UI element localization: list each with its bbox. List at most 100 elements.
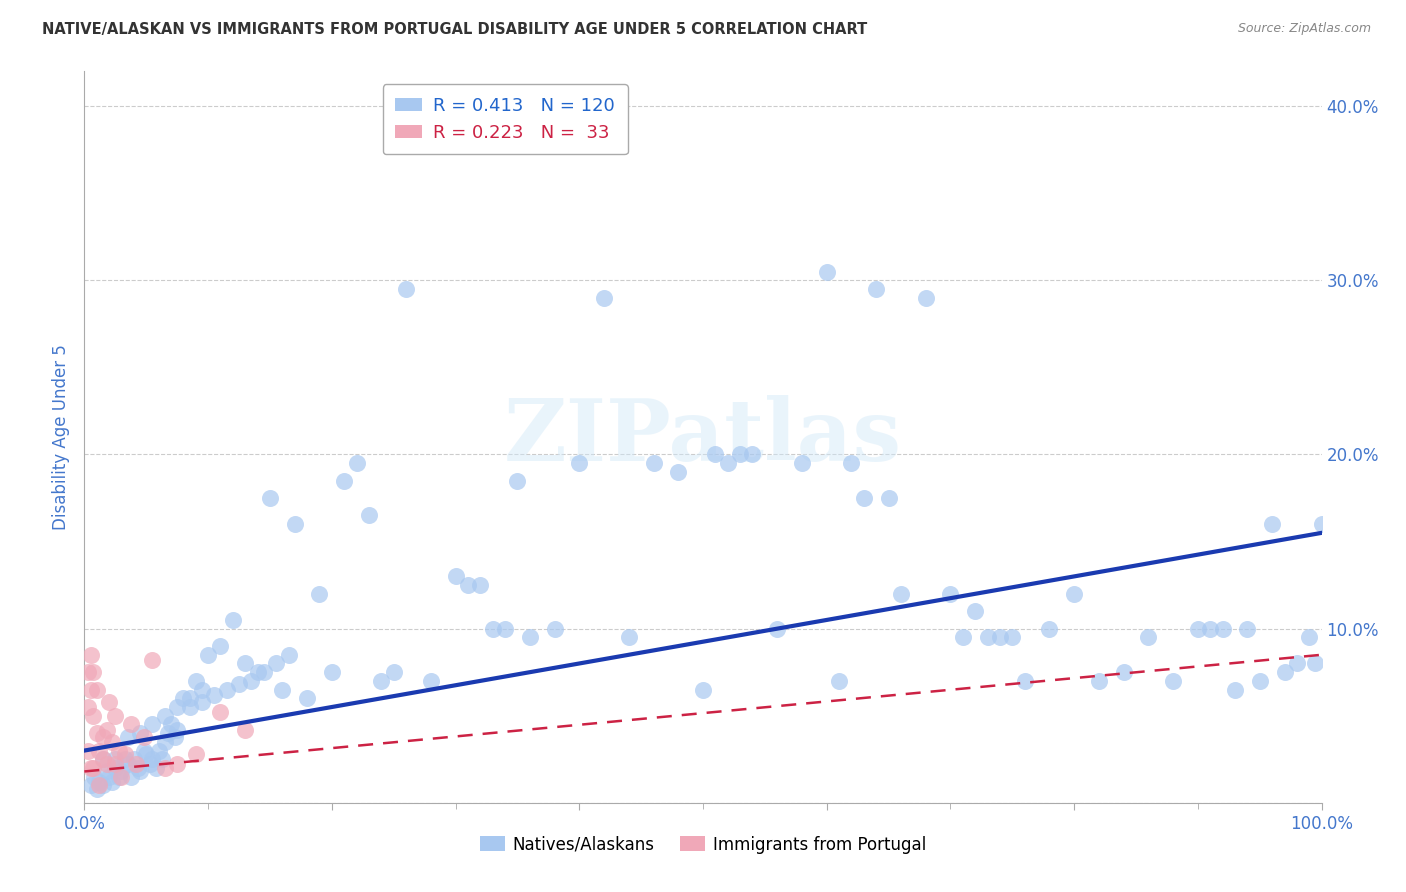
- Point: [127, 761, 149, 775]
- Point: [77, 665, 100, 680]
- Point: [321, 665, 343, 680]
- Point: [1137, 631, 1160, 645]
- Point: [357, 508, 380, 523]
- Point: [98, 695, 121, 709]
- Point: [145, 761, 167, 775]
- Point: [741, 448, 763, 462]
- Point: [82, 708, 104, 723]
- Point: [91, 752, 114, 766]
- Point: [419, 673, 441, 688]
- Point: [163, 730, 186, 744]
- Point: [382, 665, 405, 680]
- Point: [166, 700, 188, 714]
- Point: [1261, 517, 1284, 532]
- Point: [308, 587, 330, 601]
- Point: [976, 631, 998, 645]
- Point: [494, 622, 516, 636]
- Point: [86, 781, 108, 796]
- Point: [370, 673, 392, 688]
- Point: [117, 730, 139, 744]
- Point: [191, 682, 214, 697]
- Point: [1285, 657, 1308, 671]
- Point: [150, 752, 173, 766]
- Point: [852, 491, 875, 505]
- Point: [506, 474, 529, 488]
- Point: [481, 622, 503, 636]
- Point: [108, 770, 131, 784]
- Point: [91, 730, 114, 744]
- Point: [141, 653, 163, 667]
- Point: [766, 622, 789, 636]
- Point: [166, 723, 188, 737]
- Point: [153, 735, 176, 749]
- Point: [179, 691, 201, 706]
- Point: [135, 747, 157, 761]
- Point: [83, 770, 105, 784]
- Point: [79, 761, 101, 775]
- Point: [132, 743, 155, 757]
- Point: [98, 770, 121, 784]
- Point: [79, 682, 101, 697]
- Point: [96, 757, 118, 772]
- Point: [666, 465, 689, 479]
- Point: [153, 761, 176, 775]
- Point: [82, 761, 104, 775]
- Point: [543, 622, 565, 636]
- Point: [519, 631, 541, 645]
- Point: [1236, 622, 1258, 636]
- Point: [728, 448, 751, 462]
- Point: [86, 682, 108, 697]
- Point: [988, 631, 1011, 645]
- Point: [79, 648, 101, 662]
- Point: [91, 752, 114, 766]
- Point: [890, 587, 912, 601]
- Point: [271, 682, 294, 697]
- Point: [1249, 673, 1271, 688]
- Point: [222, 613, 245, 627]
- Point: [110, 764, 132, 779]
- Point: [228, 677, 250, 691]
- Point: [457, 578, 479, 592]
- Point: [202, 688, 225, 702]
- Point: [277, 648, 299, 662]
- Point: [1310, 517, 1333, 532]
- Point: [939, 587, 962, 601]
- Point: [965, 604, 987, 618]
- Point: [1112, 665, 1135, 680]
- Point: [568, 456, 591, 470]
- Point: [104, 757, 127, 772]
- Point: [184, 673, 207, 688]
- Point: [110, 770, 132, 784]
- Point: [1001, 631, 1024, 645]
- Point: [209, 639, 232, 653]
- Text: Source: ZipAtlas.com: Source: ZipAtlas.com: [1237, 22, 1371, 36]
- Point: [160, 717, 183, 731]
- Point: [914, 291, 936, 305]
- Point: [593, 291, 616, 305]
- Point: [952, 631, 974, 645]
- Point: [166, 757, 188, 772]
- Point: [77, 700, 100, 714]
- Point: [246, 665, 269, 680]
- Text: ZIPatlas: ZIPatlas: [503, 395, 903, 479]
- Point: [1298, 631, 1320, 645]
- Point: [1274, 665, 1296, 680]
- Text: NATIVE/ALASKAN VS IMMIGRANTS FROM PORTUGAL DISABILITY AGE UNDER 5 CORRELATION CH: NATIVE/ALASKAN VS IMMIGRANTS FROM PORTUG…: [42, 22, 868, 37]
- Point: [1305, 657, 1327, 671]
- Point: [104, 761, 127, 775]
- Point: [114, 752, 136, 766]
- Point: [333, 474, 356, 488]
- Point: [104, 752, 127, 766]
- Point: [1063, 587, 1085, 601]
- Point: [617, 631, 640, 645]
- Point: [1212, 622, 1234, 636]
- Point: [240, 673, 263, 688]
- Point: [89, 775, 111, 789]
- Point: [197, 648, 219, 662]
- Point: [104, 708, 127, 723]
- Point: [692, 682, 714, 697]
- Point: [1199, 622, 1222, 636]
- Point: [100, 735, 122, 749]
- Point: [395, 282, 418, 296]
- Point: [172, 691, 194, 706]
